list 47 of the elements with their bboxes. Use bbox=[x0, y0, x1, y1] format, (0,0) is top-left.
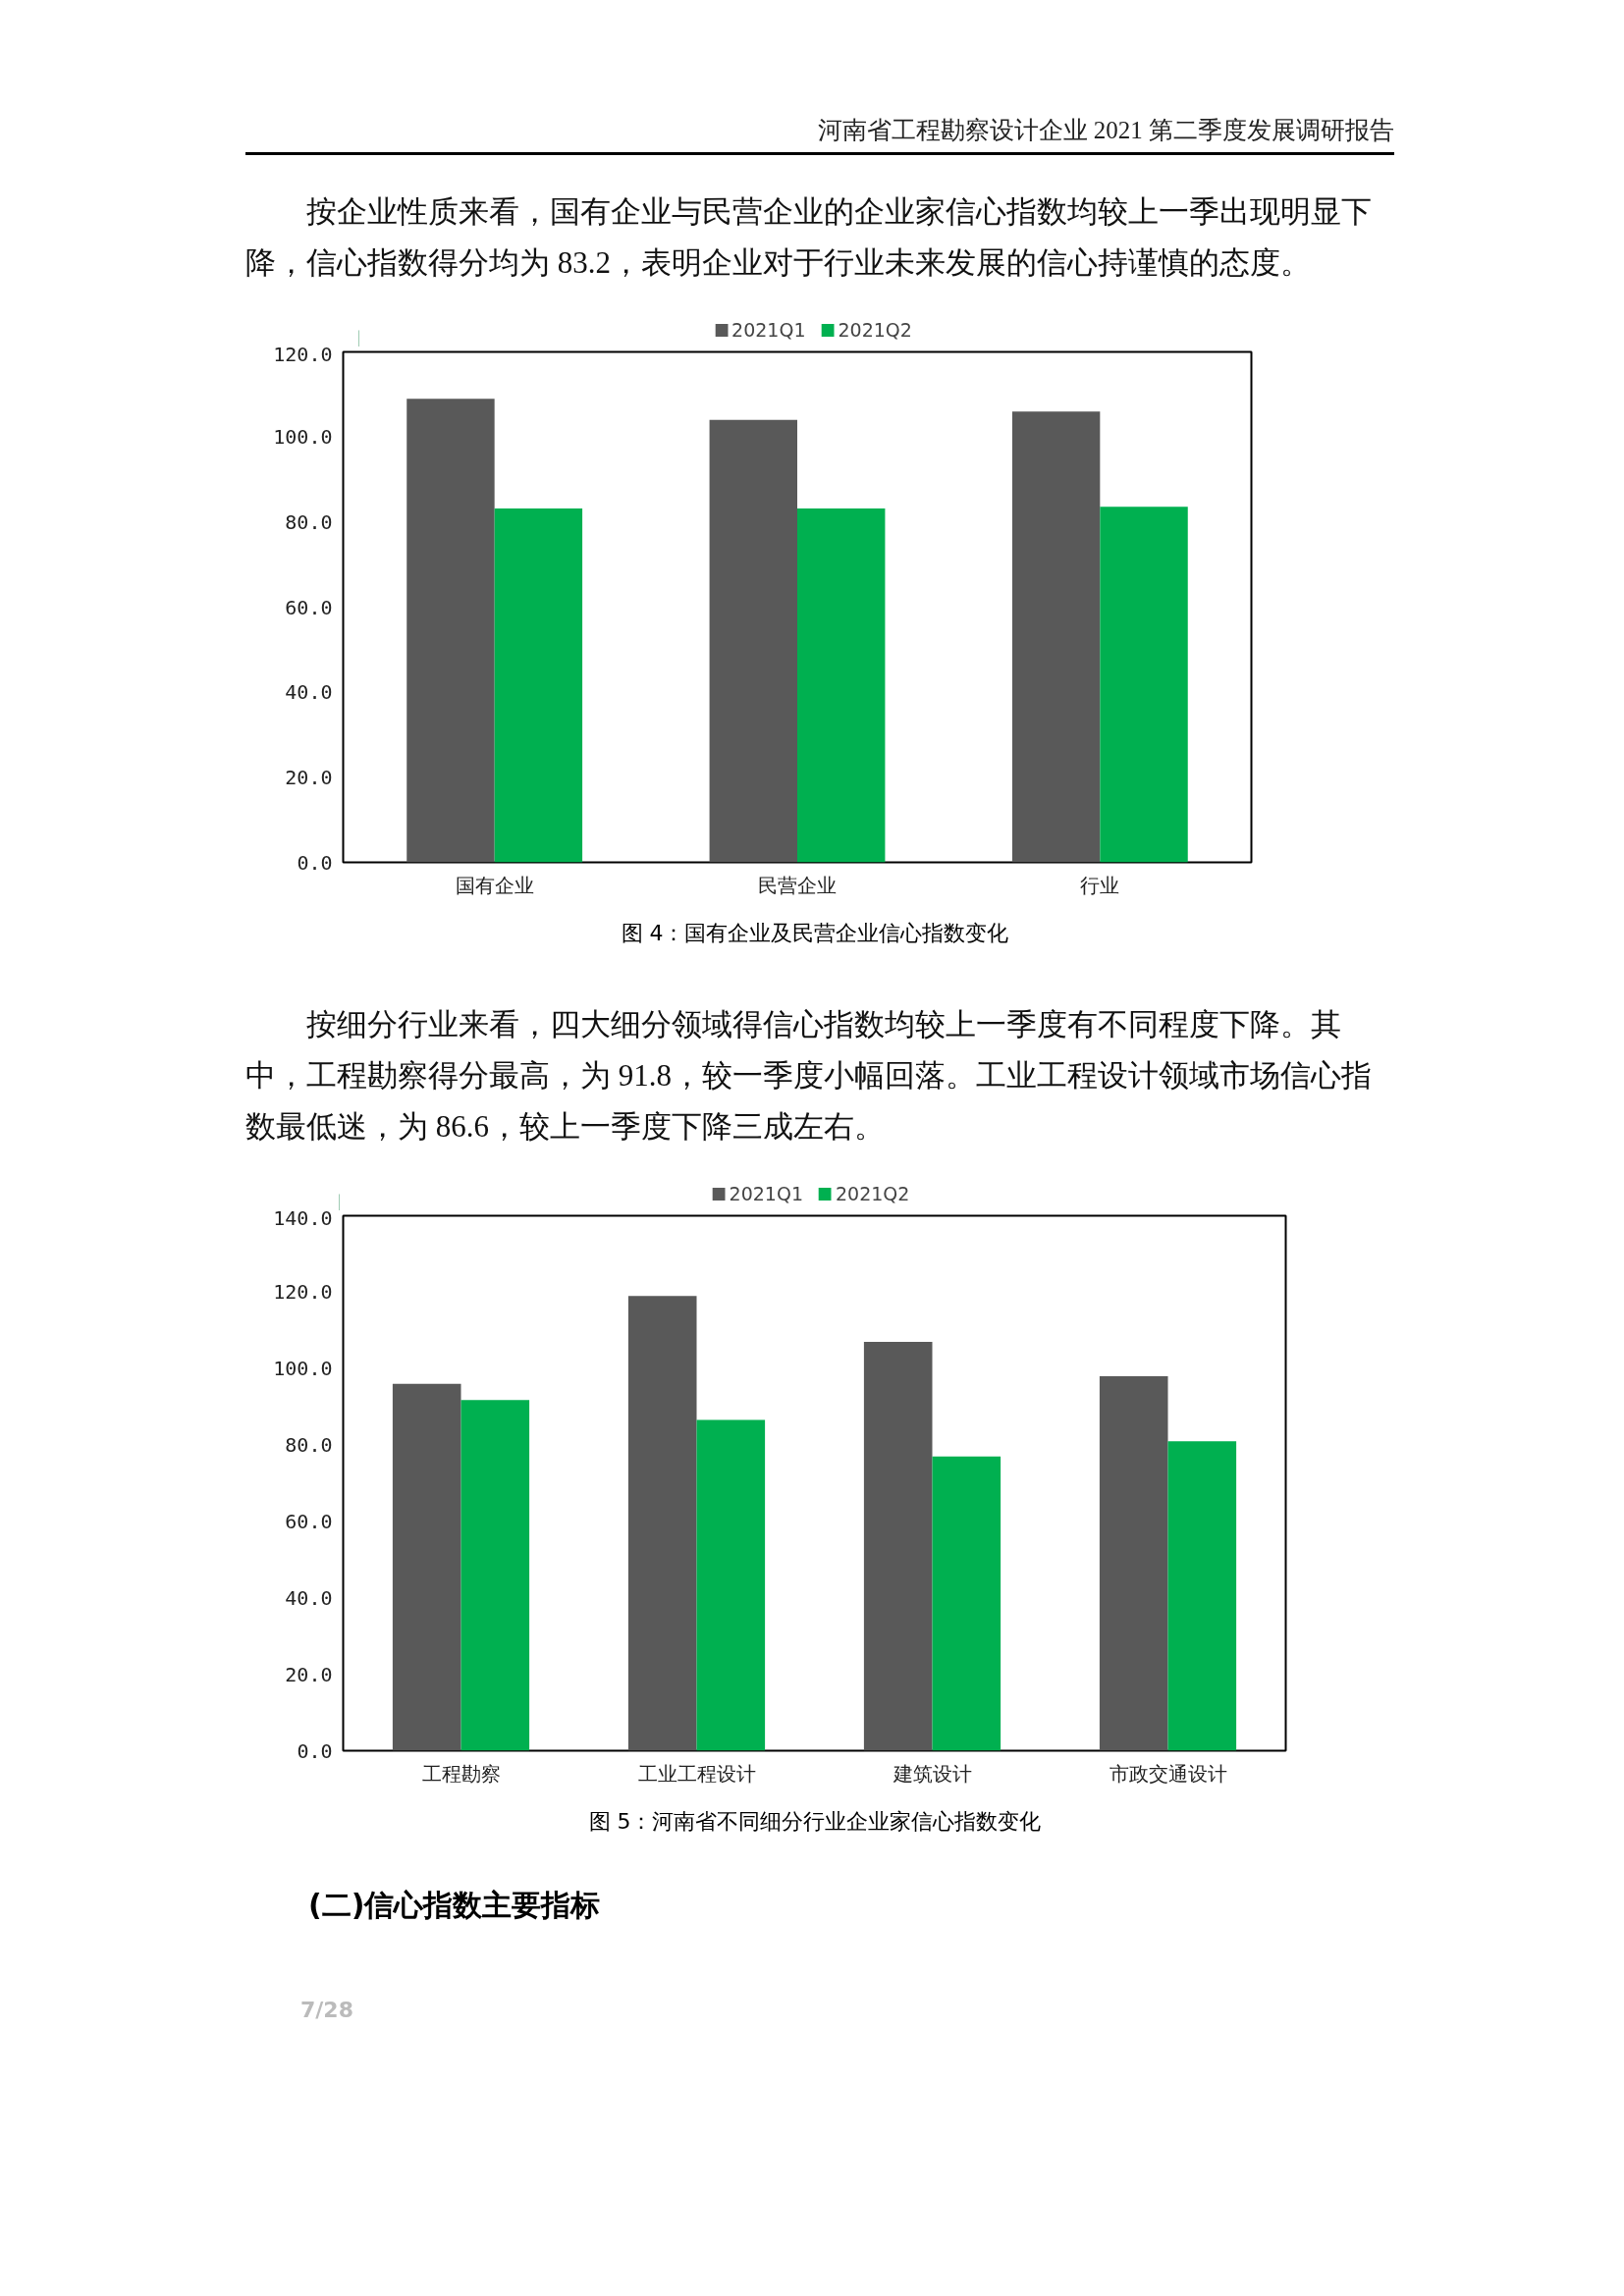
y-tick-label: 60.0 bbox=[285, 595, 333, 619]
bar bbox=[696, 1419, 766, 1751]
legend-label: 2021Q2 bbox=[836, 1183, 910, 1205]
y-tick-label: 100.0 bbox=[273, 424, 333, 449]
text: (二)信心指数主要指标 bbox=[308, 1886, 602, 1924]
bar bbox=[392, 1383, 461, 1751]
y-tick-label: 120.0 bbox=[273, 342, 333, 366]
y-tick-label: 140.0 bbox=[273, 1205, 333, 1230]
text: 河南省工程勘察设计企业 2021 第二季度发展调研报告 bbox=[245, 113, 1394, 155]
bar bbox=[460, 1400, 530, 1751]
text: 图 5：河南省不同细分行业企业家信心指数变化 bbox=[587, 1808, 1043, 1837]
bar bbox=[406, 398, 495, 863]
text: 7/28 bbox=[300, 1997, 354, 2025]
y-tick-label: 80.0 bbox=[285, 1433, 333, 1458]
y-tick-label: 80.0 bbox=[285, 509, 333, 534]
x-tick-label: 民营企业 bbox=[758, 873, 837, 897]
text: 按细分行业来看，四大细分领域得信心指数均较上一季度有不同程度下降。其中，工程勘察得分最高，为 91.8，较一季度小幅回落。工业工程设计领域市场信心指数最低迷，为 86.6，较上一季度下降三成左右。 bbox=[245, 1006, 1373, 1147]
bar bbox=[709, 419, 797, 863]
legend-label: 2021Q1 bbox=[729, 1183, 803, 1205]
legend-label: 2021Q1 bbox=[731, 318, 806, 341]
y-tick-label: 100.0 bbox=[273, 1357, 333, 1381]
y-tick-label: 0.0 bbox=[297, 850, 333, 875]
bar bbox=[932, 1456, 1001, 1751]
y-tick-label: 20.0 bbox=[285, 1662, 333, 1686]
bar bbox=[1167, 1441, 1237, 1751]
y-tick-label: 60.0 bbox=[285, 1510, 333, 1534]
bar bbox=[627, 1296, 697, 1751]
bar bbox=[1011, 410, 1101, 863]
x-tick-label: 工业工程设计 bbox=[637, 1761, 756, 1786]
bar bbox=[863, 1342, 933, 1751]
x-tick-label: 工程勘察 bbox=[421, 1761, 501, 1786]
text: 图 4：国有企业及民营企业信心指数变化 bbox=[620, 919, 1010, 947]
bar bbox=[494, 507, 583, 863]
bar bbox=[1100, 506, 1188, 863]
bar bbox=[797, 507, 886, 863]
y-tick-label: 0.0 bbox=[297, 1738, 333, 1763]
x-tick-label: 市政交通设计 bbox=[1109, 1761, 1227, 1786]
y-tick-label: 20.0 bbox=[285, 765, 333, 789]
x-tick-label: 行业 bbox=[1080, 873, 1120, 897]
legend-label: 2021Q2 bbox=[838, 318, 912, 341]
bar bbox=[1099, 1376, 1168, 1751]
text: 按企业性质来看，国有企业与民营企业的企业家信心指数均较上一季出现明显下降，信心指数得分均为 83.2，表明企业对于行业未来发展的信心持谨慎的态度。 bbox=[245, 192, 1373, 282]
y-tick-label: 40.0 bbox=[285, 1585, 333, 1610]
y-tick-label: 120.0 bbox=[273, 1280, 333, 1305]
x-tick-label: 国有企业 bbox=[455, 873, 534, 897]
y-tick-label: 40.0 bbox=[285, 679, 333, 704]
x-tick-label: 建筑设计 bbox=[892, 1761, 972, 1786]
